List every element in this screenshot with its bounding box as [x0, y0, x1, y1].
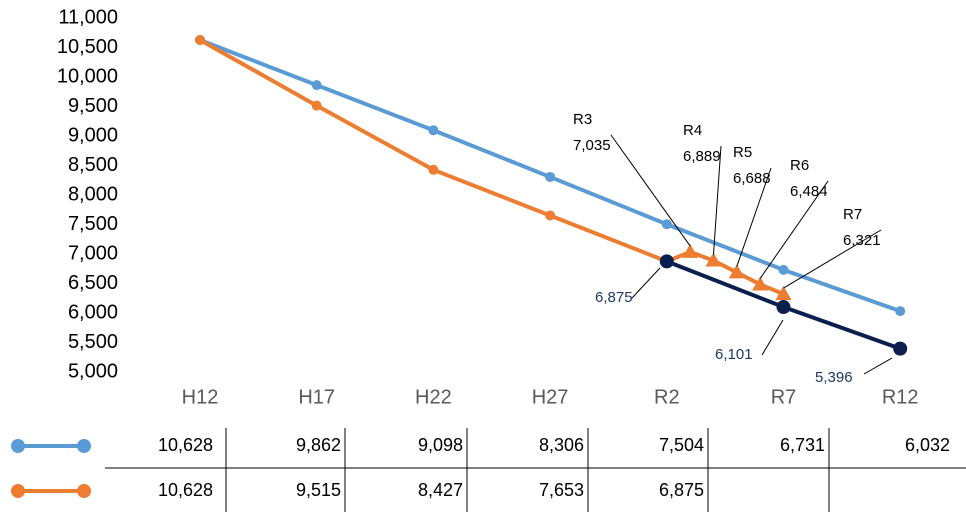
- leader-line: [610, 134, 691, 247]
- data-point: [661, 219, 672, 230]
- table-cell: 10,628: [158, 480, 213, 500]
- data-point: [428, 164, 439, 175]
- x-tick-label: R7: [771, 386, 797, 408]
- leader-line: [761, 319, 784, 356]
- data-point: [659, 254, 674, 269]
- triangle-marker: [775, 286, 792, 301]
- table-cell: 8,427: [418, 480, 463, 500]
- data-point: [195, 34, 205, 45]
- leader-line: [631, 267, 661, 299]
- leader-line: [783, 229, 882, 289]
- table-cell: 6,032: [905, 435, 950, 455]
- table-cell: 9,862: [296, 435, 341, 455]
- y-tick-label: 11,000: [58, 6, 118, 28]
- y-tick-label: 6,000: [68, 301, 118, 323]
- annotation-year: R4: [683, 122, 702, 139]
- table-cell: 9,098: [418, 435, 463, 455]
- triangle-marker: [682, 243, 699, 258]
- data-point: [311, 80, 322, 91]
- legend-marker: [77, 484, 91, 498]
- y-tick-label: 6,500: [68, 272, 118, 294]
- table-cell: 6,875: [659, 480, 704, 500]
- y-tick-label: 5,000: [68, 360, 118, 382]
- x-tick-label: H17: [298, 386, 335, 408]
- data-point: [428, 125, 439, 136]
- annotation-year: R6: [790, 157, 809, 174]
- triangle-marker: [728, 264, 745, 279]
- y-tick-label: 9,000: [68, 124, 118, 146]
- table-cell: 7,504: [659, 435, 704, 455]
- annotation-year: R3: [573, 111, 592, 128]
- legend-marker: [11, 439, 25, 453]
- leader-line: [863, 357, 893, 375]
- data-point: [311, 100, 322, 111]
- y-tick-label: 9,500: [68, 95, 118, 117]
- triangle-marker: [752, 276, 769, 291]
- annotation-value: 7,035: [573, 137, 611, 154]
- annotation-year: R5: [733, 144, 752, 161]
- x-tick-label: R2: [654, 386, 680, 408]
- table-cell: 6,731: [780, 435, 825, 455]
- leader-line: [759, 180, 829, 279]
- leader-line: [736, 167, 772, 267]
- data-point: [778, 264, 789, 275]
- legend-marker: [11, 484, 25, 498]
- table-cell: 8,306: [539, 435, 584, 455]
- table-cell: 9,515: [296, 480, 341, 500]
- data-label: 6,101: [715, 346, 753, 363]
- x-tick-label: R12: [882, 386, 919, 408]
- y-tick-label: 8,000: [68, 183, 118, 205]
- y-tick-label: 10,500: [57, 36, 118, 58]
- y-tick-label: 10,000: [57, 65, 118, 87]
- data-point: [545, 171, 556, 182]
- x-tick-label: H12: [182, 386, 219, 408]
- data-label: 5,396: [815, 369, 853, 386]
- annotation-value: 6,321: [843, 232, 881, 249]
- y-tick-label: 7,000: [68, 242, 118, 264]
- annotation-value: 6,889: [683, 148, 721, 165]
- annotation-value: 6,688: [733, 170, 771, 187]
- y-tick-label: 7,500: [68, 213, 118, 235]
- y-tick-label: 8,500: [68, 154, 118, 176]
- triangle-marker: [705, 252, 722, 267]
- table-cell: 10,628: [158, 435, 213, 455]
- data-point: [545, 210, 556, 221]
- annotation-value: 6,484: [790, 183, 828, 200]
- x-tick-label: H22: [415, 386, 452, 408]
- data-point: [895, 306, 906, 317]
- data-point: [776, 300, 791, 315]
- data-point: [893, 341, 908, 356]
- table-cell: 7,653: [539, 480, 584, 500]
- leader-line: [712, 145, 722, 255]
- annotation-year: R7: [843, 206, 862, 223]
- x-tick-label: H27: [532, 386, 569, 408]
- legend-marker: [77, 439, 91, 453]
- y-tick-label: 5,500: [68, 331, 118, 353]
- data-label: 6,875: [595, 289, 633, 306]
